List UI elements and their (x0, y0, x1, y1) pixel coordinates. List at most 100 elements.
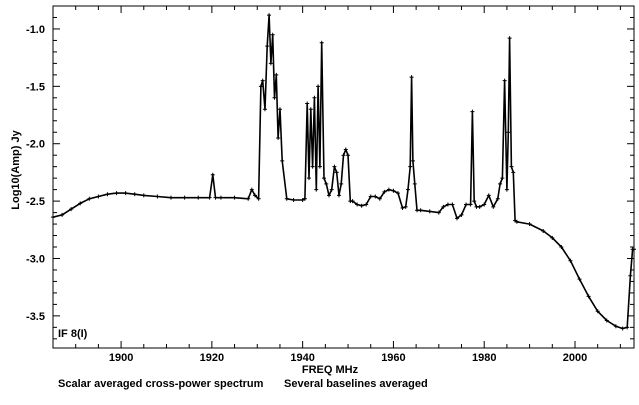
data-point (302, 196, 307, 201)
data-point (123, 191, 128, 196)
data-point (169, 195, 174, 200)
data-point (550, 235, 555, 240)
data-point (500, 176, 505, 181)
data-point (620, 326, 625, 331)
x-axis: 1900 1920 1940 1960 1980 2000 (75, 6, 621, 364)
data-point (262, 107, 267, 112)
data-point (182, 195, 187, 200)
x-tick-label: 1980 (472, 352, 496, 364)
data-point (256, 196, 261, 201)
data-point (78, 201, 83, 206)
y-tick-label: -2.0 (26, 139, 45, 151)
data-point (305, 101, 310, 106)
data-point (625, 325, 630, 330)
caption-right: Several baselines averaged (284, 378, 428, 390)
data-point (509, 164, 514, 169)
y-tick-label: -1.0 (26, 24, 45, 36)
data-point (386, 187, 391, 192)
x-tick-label: 2000 (563, 352, 587, 364)
data-point (415, 208, 420, 213)
data-point (391, 188, 396, 193)
data-point (87, 196, 92, 201)
data-point (418, 208, 423, 213)
x-tick-label: 1940 (290, 352, 314, 364)
data-point (486, 193, 491, 198)
data-point (274, 72, 279, 77)
y-tick-label: -3.0 (26, 253, 45, 265)
data-point (427, 209, 432, 214)
data-point (265, 44, 270, 49)
data-point (207, 195, 212, 200)
data-point (382, 189, 387, 194)
x-axis-title: FREQ MHz (302, 364, 359, 376)
data-point (604, 318, 609, 323)
data-point (268, 61, 273, 66)
data-point (332, 164, 337, 169)
data-point (568, 258, 573, 263)
data-point (324, 181, 329, 186)
data-point (477, 204, 482, 209)
data-point (559, 245, 564, 250)
data-point (341, 153, 346, 158)
data-point (336, 193, 341, 198)
data-point (368, 194, 373, 199)
data-point (586, 294, 591, 299)
y-tick-label: -2.5 (26, 196, 45, 208)
data-point (69, 207, 74, 212)
data-point (210, 172, 215, 177)
data-point (377, 196, 382, 201)
data-point (300, 197, 305, 202)
data-point (400, 205, 405, 210)
data-point (277, 107, 282, 112)
data-point (470, 109, 475, 114)
data-point (511, 170, 516, 175)
data-point (105, 192, 110, 197)
data-point (196, 195, 201, 200)
data-point (445, 202, 450, 207)
data-point (316, 84, 321, 89)
data-point (454, 216, 459, 221)
data-point (334, 170, 339, 175)
data-point (317, 164, 322, 169)
panel-label: IF 8(I) (58, 328, 88, 340)
data-point (613, 324, 618, 329)
data-point (310, 164, 315, 169)
data-point (312, 95, 317, 100)
data-point (504, 187, 509, 192)
data-point (246, 196, 251, 201)
data-point (276, 135, 281, 140)
data-point (459, 212, 464, 217)
data-point (541, 228, 546, 233)
data-point (339, 181, 344, 186)
data-point (507, 36, 512, 41)
data-point (495, 196, 500, 201)
data-point (346, 153, 351, 158)
data-point (280, 158, 285, 163)
data-point (260, 78, 265, 83)
data-point (514, 219, 519, 224)
data-point (291, 197, 296, 202)
caption-left: Scalar averaged cross-power spectrum (58, 378, 264, 390)
data-point (595, 309, 600, 314)
data-point (364, 202, 369, 207)
data-point (498, 181, 503, 186)
data-point (114, 191, 119, 196)
y-axis-title: Log10(Amp) Jy (10, 129, 22, 209)
data-point (395, 191, 400, 196)
data-point (628, 273, 633, 278)
data-point (213, 195, 218, 200)
data-point (232, 195, 237, 200)
data-point (96, 194, 101, 199)
data-point (527, 222, 532, 227)
data-point (329, 187, 334, 192)
data-point (405, 187, 410, 192)
data-point (308, 107, 313, 112)
data-point (409, 75, 414, 80)
data-point (410, 158, 415, 163)
y-tick-label: -1.5 (26, 81, 45, 93)
x-tick-label: 1900 (109, 352, 133, 364)
series-line (52, 14, 634, 330)
data-point (491, 204, 496, 209)
data-point (632, 247, 636, 252)
data-point (60, 212, 65, 217)
